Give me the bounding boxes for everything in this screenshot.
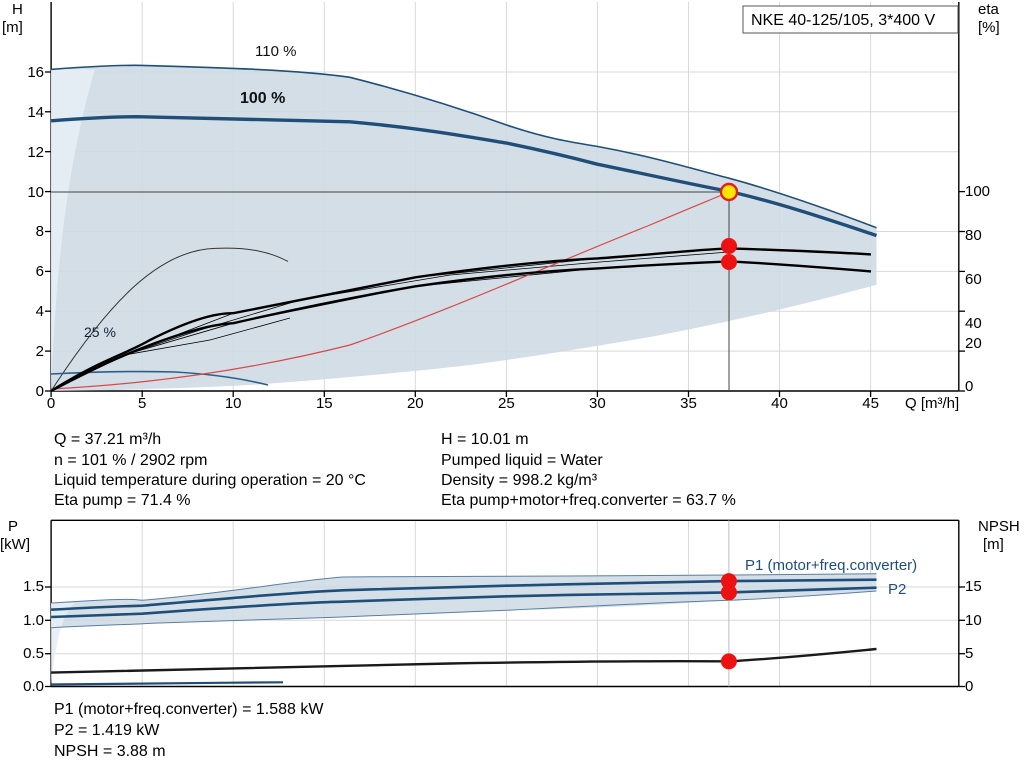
svg-text:H: H	[12, 1, 23, 18]
svg-text:0: 0	[36, 383, 44, 400]
svg-text:Eta pump+motor+freq.converter: Eta pump+motor+freq.converter = 63.7 %	[441, 492, 736, 509]
svg-text:0.5: 0.5	[23, 645, 44, 662]
svg-text:1.0: 1.0	[23, 612, 44, 629]
svg-text:5: 5	[965, 645, 973, 662]
svg-text:14: 14	[27, 104, 44, 121]
svg-text:NKE 40-125/105, 3*400 V: NKE 40-125/105, 3*400 V	[751, 12, 935, 29]
svg-text:P1 (motor+freq.converter): P1 (motor+freq.converter)	[745, 557, 917, 574]
svg-text:P: P	[8, 518, 18, 535]
svg-text:25 %: 25 %	[84, 324, 116, 340]
svg-text:40: 40	[771, 395, 788, 412]
svg-text:80: 80	[965, 227, 982, 244]
svg-text:Density = 998.2 kg/m³: Density = 998.2 kg/m³	[441, 472, 598, 489]
svg-text:H = 10.01 m: H = 10.01 m	[441, 431, 529, 448]
svg-text:110 %: 110 %	[255, 43, 296, 60]
svg-text:P2: P2	[888, 581, 906, 598]
svg-text:60: 60	[965, 271, 982, 288]
svg-text:0.0: 0.0	[23, 678, 44, 695]
svg-text:10: 10	[965, 612, 982, 629]
svg-text:0: 0	[47, 395, 55, 412]
svg-text:0: 0	[965, 678, 973, 695]
svg-text:Q = 37.21 m³/h: Q = 37.21 m³/h	[54, 431, 161, 448]
svg-text:15: 15	[316, 395, 333, 412]
svg-text:35: 35	[680, 395, 697, 412]
svg-text:8: 8	[36, 223, 44, 240]
svg-text:Eta pump = 71.4 %: Eta pump = 71.4 %	[54, 492, 191, 509]
svg-text:12: 12	[27, 144, 44, 161]
svg-text:Q [m³/h]: Q [m³/h]	[905, 395, 959, 412]
svg-text:20: 20	[407, 395, 424, 412]
svg-text:30: 30	[589, 395, 606, 412]
svg-text:NPSH = 3.88 m: NPSH = 3.88 m	[54, 743, 166, 760]
svg-text:0: 0	[965, 378, 973, 395]
svg-text:25: 25	[498, 395, 515, 412]
svg-text:15: 15	[965, 578, 982, 595]
svg-text:100: 100	[965, 183, 990, 200]
svg-text:45: 45	[862, 395, 879, 412]
svg-text:6: 6	[36, 263, 44, 280]
svg-text:1.5: 1.5	[23, 578, 44, 595]
svg-text:20: 20	[965, 335, 982, 352]
svg-text:4: 4	[36, 303, 44, 320]
svg-text:10: 10	[27, 184, 44, 201]
svg-text:n = 101 % / 2902 rpm: n = 101 % / 2902 rpm	[54, 452, 207, 469]
svg-text:P2 = 1.419 kW: P2 = 1.419 kW	[54, 722, 160, 739]
svg-text:16: 16	[27, 64, 44, 81]
svg-text:eta: eta	[978, 1, 1000, 18]
svg-text:Pumped liquid = Water: Pumped liquid = Water	[441, 452, 603, 469]
svg-text:NPSH: NPSH	[978, 518, 1020, 535]
svg-text:[m]: [m]	[983, 536, 1004, 553]
svg-text:100 %: 100 %	[240, 90, 285, 107]
svg-text:[%]: [%]	[978, 19, 1000, 36]
svg-text:[kW]: [kW]	[0, 536, 30, 553]
svg-text:40: 40	[965, 315, 982, 332]
svg-text:2: 2	[36, 343, 44, 360]
svg-text:Liquid temperature during oper: Liquid temperature during operation = 20…	[54, 472, 366, 489]
svg-text:[m]: [m]	[2, 19, 23, 36]
svg-text:10: 10	[225, 395, 242, 412]
svg-text:P1 (motor+freq.converter) = 1.: P1 (motor+freq.converter) = 1.588 kW	[54, 701, 324, 718]
svg-text:5: 5	[138, 395, 146, 412]
